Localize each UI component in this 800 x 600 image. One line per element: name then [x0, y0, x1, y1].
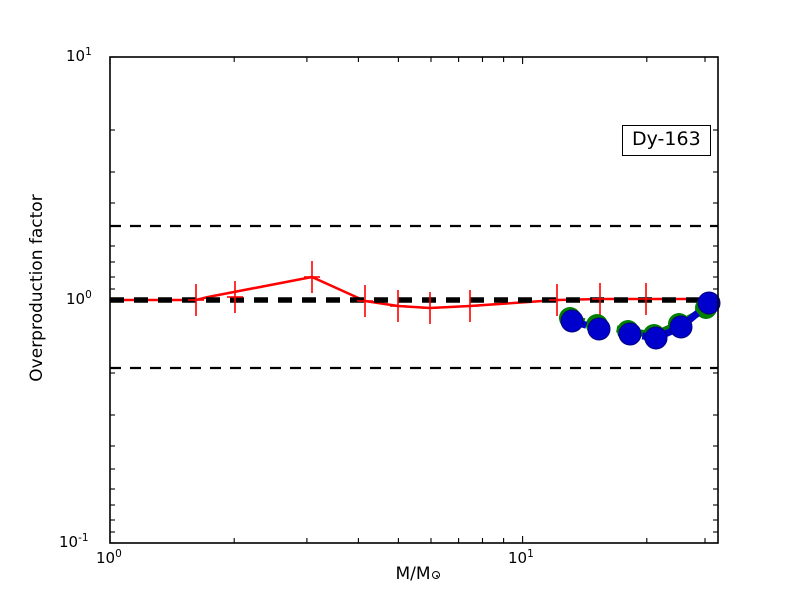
y-axis-label-container: Overproduction factor	[27, 163, 47, 413]
isotope-annotation-box: Dy-163	[622, 125, 711, 157]
y-axis-label: Overproduction factor	[27, 194, 47, 382]
axes-frame	[109, 56, 719, 544]
solar-mass-symbol-icon	[431, 570, 443, 581]
y-tick-label-mid: 100	[66, 289, 92, 308]
y-tick-label-bottom: 10-1	[59, 532, 89, 551]
series-red-errorbar-markers	[188, 261, 654, 324]
y-tick-label-top: 101	[66, 46, 92, 65]
isotope-annotation-label: Dy-163	[632, 128, 701, 150]
x-axis-label-container: M/M	[264, 564, 574, 584]
x-tick-label-10: 101	[508, 548, 534, 567]
series-blue-circle-markers	[560, 291, 721, 350]
x-axis-label: M/M	[395, 564, 431, 584]
x-tick-label-1: 100	[96, 548, 122, 567]
